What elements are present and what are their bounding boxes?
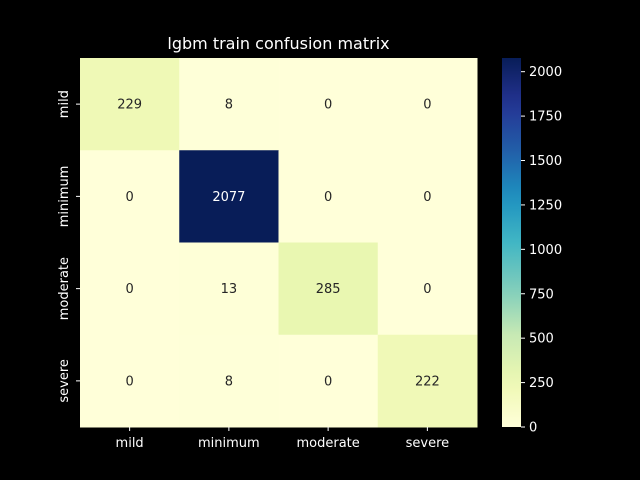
cell-value-label: 2077: [212, 190, 245, 205]
x-tick-label: mild: [116, 436, 144, 451]
cell-value-label: 0: [125, 282, 133, 297]
cell-value-label: 0: [423, 282, 431, 297]
heatmap-cell: [80, 334, 180, 428]
heatmap-cell: [179, 150, 279, 243]
x-tick-label: minimum: [198, 436, 260, 451]
heatmap-cell: [80, 242, 180, 336]
heatmap-cell: [179, 334, 279, 428]
heatmap-cell: [377, 58, 478, 151]
heatmap-cell: [278, 242, 379, 336]
y-tick-label: moderate: [57, 257, 72, 320]
heatmap-cell: [80, 150, 180, 243]
cell-value-label: 0: [423, 98, 431, 113]
cell-value-label: 0: [324, 374, 332, 389]
cell-value-label: 0: [423, 190, 431, 205]
x-axis: mild minimum moderate severe: [116, 427, 450, 451]
heatmap-cell: [278, 334, 379, 428]
colorbar-gradient: [502, 58, 521, 427]
chart-title: lgbm train confusion matrix: [167, 34, 389, 53]
colorbar-tick-label: 1750: [529, 110, 562, 125]
heatmap-cell: [80, 58, 180, 151]
heatmap-cell: [179, 58, 279, 151]
colorbar: 0 250 500 750 1000 1250 1500 1750 2000: [502, 58, 562, 436]
cell-value-label: 0: [324, 190, 332, 205]
heatmap-cells: 229 8 0 0 0 2077 0 0 0 13 285 0 0 8 0 222: [80, 58, 478, 428]
cell-value-label: 13: [221, 282, 238, 297]
heatmap-cell: [377, 242, 478, 336]
cell-value-label: 8: [225, 374, 233, 389]
x-tick-label: moderate: [296, 436, 359, 451]
heatmap-cell: [179, 242, 279, 336]
cell-value-label: 8: [225, 98, 233, 113]
heatmap-cell: [278, 150, 379, 243]
y-tick-label: mild: [57, 90, 72, 118]
colorbar-tick-label: 0: [529, 421, 537, 436]
cell-value-label: 285: [316, 282, 341, 297]
heatmap-cell: [377, 150, 478, 243]
colorbar-tick-label: 500: [529, 332, 554, 347]
colorbar-tick-label: 1000: [529, 243, 562, 258]
colorbar-tick-label: 2000: [529, 65, 562, 80]
y-axis: mild minimum moderate severe: [57, 90, 80, 403]
colorbar-tick-label: 1250: [529, 198, 562, 213]
cell-value-label: 222: [415, 374, 440, 389]
cell-value-label: 229: [117, 98, 142, 113]
heatmap-cell: [377, 334, 478, 428]
cell-value-label: 0: [125, 190, 133, 205]
heatmap-cell: [278, 58, 379, 151]
colorbar-tick-label: 750: [529, 287, 554, 302]
y-tick-label: minimum: [57, 166, 72, 228]
colorbar-tick-label: 250: [529, 376, 554, 391]
cell-value-label: 0: [324, 98, 332, 113]
colorbar-tick-label: 1500: [529, 154, 562, 169]
x-tick-label: severe: [406, 436, 450, 451]
cell-value-label: 0: [125, 374, 133, 389]
y-tick-label: severe: [57, 359, 72, 403]
